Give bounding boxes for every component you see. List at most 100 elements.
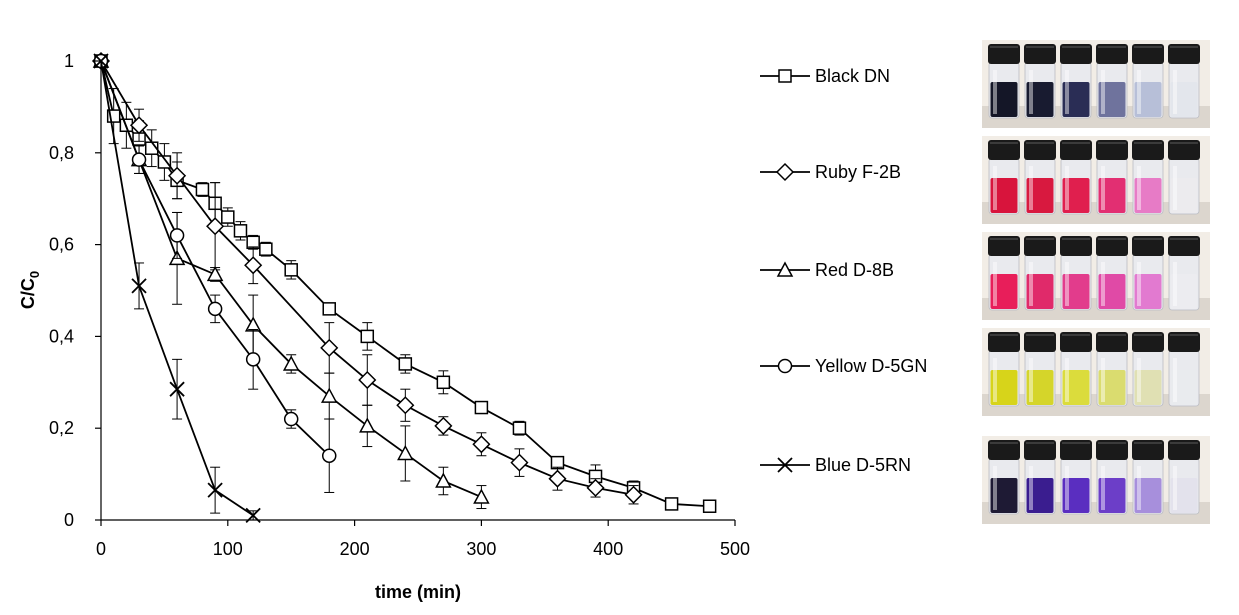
vial-cap: [1132, 332, 1164, 352]
y-axis-title: C/C0: [18, 271, 42, 309]
vial-cap-ridge: [1098, 46, 1126, 48]
vial: [1132, 44, 1164, 119]
vial-cap-ridge: [1098, 238, 1126, 240]
x-tick-label: 500: [720, 539, 750, 559]
vial-liquid: [1062, 274, 1090, 309]
vial-highlight: [1029, 166, 1033, 210]
vial-cap-ridge: [1062, 442, 1090, 444]
vial-cap: [1168, 332, 1200, 352]
vial-cap: [988, 440, 1020, 460]
vial-photo-red-d-8b: [982, 232, 1210, 320]
vial-liquid: [1134, 82, 1162, 117]
vial-highlight: [1137, 466, 1141, 510]
vial-liquid: [1134, 178, 1162, 213]
vial-liquid: [1170, 274, 1198, 309]
legend-marker-ruby-f-2b: [775, 162, 795, 182]
legend: Black DN Ruby F-2B Red D-8B Yellow D-5GN Blu…: [760, 66, 927, 475]
vial-highlight: [1065, 262, 1069, 306]
vial: [1168, 236, 1200, 311]
legend-label: Red D-8B: [815, 260, 894, 280]
vial: [988, 44, 1020, 119]
data-point-blue-d-5rn-stroke-b: [131, 278, 147, 294]
data-point-ruby-f-2b: [129, 116, 149, 135]
vial-liquid: [990, 478, 1018, 513]
data-point-black-dn: [360, 329, 375, 344]
vial-cap: [1024, 236, 1056, 256]
vial: [1168, 140, 1200, 215]
vial-highlight: [993, 466, 997, 510]
vial-cap-ridge: [1170, 334, 1198, 336]
vial-cap-ridge: [1062, 142, 1090, 144]
vial-highlight: [1101, 358, 1105, 402]
vial: [1060, 332, 1092, 407]
data-point-ruby-f-2b: [586, 478, 605, 497]
data-point-blue-d-5rn: [131, 278, 147, 294]
vial-liquid: [1062, 370, 1090, 405]
vial-cap-ridge: [1062, 334, 1090, 336]
data-point-red-d-8b: [320, 387, 338, 403]
vial-photo-ruby-f-2b: [982, 136, 1210, 224]
vial-cap: [988, 140, 1020, 160]
vial-cap: [1132, 236, 1164, 256]
data-point-black-dn: [233, 224, 248, 238]
vial-liquid: [1062, 478, 1090, 513]
data-point-red-d-8b: [206, 265, 224, 282]
vial-photo-black-dn: [982, 40, 1210, 128]
legend-label: Blue D-5RN: [815, 455, 911, 475]
legend-entry-black-dn: Black DN: [760, 66, 890, 86]
vial: [1168, 332, 1200, 407]
x-tick-label: 200: [340, 539, 370, 559]
vial: [1096, 140, 1128, 215]
vial-cap-ridge: [1062, 238, 1090, 240]
data-point-black-dn: [436, 375, 451, 390]
vial: [1096, 44, 1128, 119]
vial-liquid: [1062, 82, 1090, 117]
vial-cap: [1060, 332, 1092, 352]
legend-label: Ruby F-2B: [815, 162, 901, 182]
vial-cap-ridge: [1170, 238, 1198, 240]
vial-highlight: [1101, 466, 1105, 510]
vial: [1024, 140, 1056, 215]
vial: [1096, 440, 1128, 515]
vial-highlight: [993, 358, 997, 402]
vial-highlight: [1137, 166, 1141, 210]
vial-liquid: [1098, 370, 1126, 405]
vial-cap: [1096, 44, 1128, 64]
y-tick-label: 0,8: [49, 143, 74, 163]
vial-cap-ridge: [1134, 142, 1162, 144]
data-point-ruby-f-2b: [168, 166, 187, 185]
vial-highlight: [1173, 166, 1177, 210]
vial: [1024, 332, 1056, 407]
vial-cap: [1132, 140, 1164, 160]
data-point-blue-d-5rn-stroke-b: [207, 482, 223, 498]
y-tick-label: 1: [64, 51, 74, 71]
vial-highlight: [993, 70, 997, 114]
vial-liquid: [1170, 82, 1198, 117]
data-point-black-dn: [322, 302, 336, 316]
vial-cap-ridge: [990, 442, 1018, 444]
vial-cap-ridge: [1170, 442, 1198, 444]
vial-cap-ridge: [1134, 442, 1162, 444]
vial-highlight: [1065, 358, 1069, 402]
data-point-ruby-f-2b: [358, 370, 377, 390]
vial: [1096, 236, 1128, 311]
vial-cap: [988, 44, 1020, 64]
vial-cap: [1060, 236, 1092, 256]
vial-highlight: [1173, 262, 1177, 306]
vial-cap: [1024, 440, 1056, 460]
data-point-ruby-f-2b: [548, 469, 567, 488]
vial-cap: [1168, 236, 1200, 256]
vial-liquid: [1134, 274, 1162, 309]
data-point-black-dn: [474, 400, 489, 415]
vial: [1168, 440, 1200, 515]
vial-cap: [1168, 44, 1200, 64]
vial-liquid: [1026, 178, 1054, 213]
vial-cap-ridge: [1098, 334, 1126, 336]
vial-highlight: [1173, 70, 1177, 114]
vial: [1132, 440, 1164, 515]
vial-cap: [1024, 140, 1056, 160]
vial-cap-ridge: [1062, 46, 1090, 48]
data-point-ruby-f-2b: [434, 416, 453, 435]
x-tick-label: 100: [213, 539, 243, 559]
